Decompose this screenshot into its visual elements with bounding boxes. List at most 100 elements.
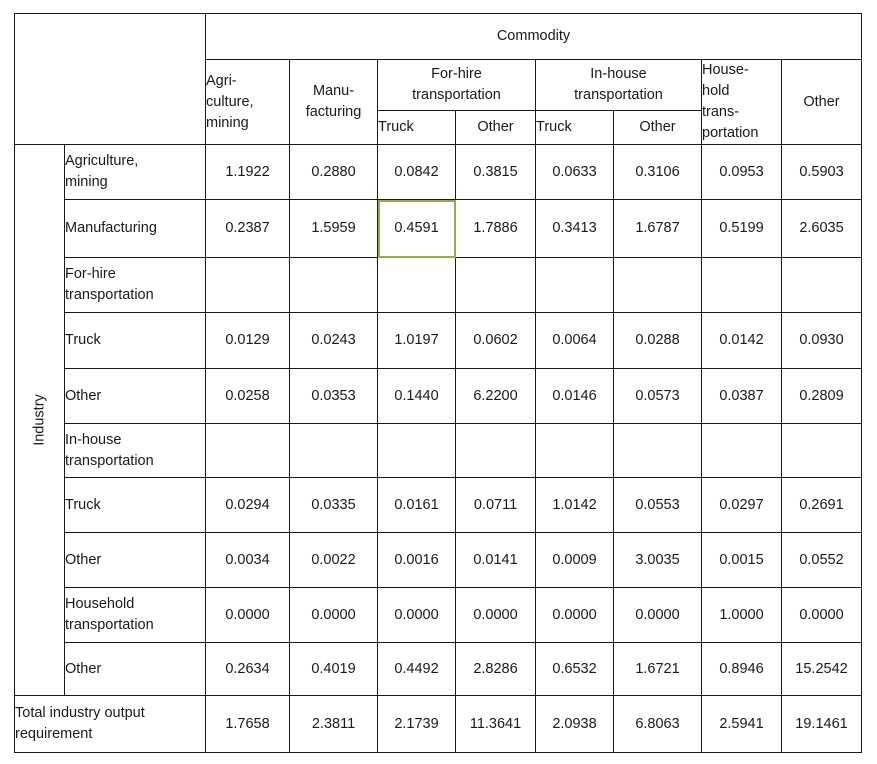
col-header-household: House- hold trans- portation [701,59,782,145]
table-cell: 0.0015 [701,532,782,588]
table-cell: 3.0035 [613,532,702,588]
table-cell: 0.0930 [781,312,862,369]
table-cell: 0.0022 [289,532,378,588]
table-cell: 0.0258 [205,368,290,424]
table-cell: 0.0553 [613,477,702,533]
row-label-household: Household transportation [64,587,206,643]
table-cell: 2.5941 [701,695,782,753]
row-label-inhouse-truck: Truck [64,477,206,533]
table-row: Truck 0.0129 0.0243 1.0197 0.0602 0.0064… [15,312,862,369]
table-cell: 0.3815 [455,144,536,200]
table-cell: 0.0000 [781,587,862,643]
empty-cell [377,423,456,478]
empty-cell [455,257,536,313]
table-cell: 0.0141 [455,532,536,588]
table-cell: 0.0000 [613,587,702,643]
sub-header-forhire-truck: Truck [377,109,456,146]
table-cell: 0.0129 [205,312,290,369]
table-cell: 0.1440 [377,368,456,424]
table-cell: 0.3413 [535,199,614,258]
table-cell: 0.4019 [289,642,378,696]
table-row: For-hire transportation [15,257,862,313]
empty-cell [289,423,378,478]
row-label-forhire-truck: Truck [64,312,206,369]
table-cell: 0.0243 [289,312,378,369]
table-cell: 0.0000 [535,587,614,643]
table-cell: 0.0353 [289,368,378,424]
table-cell: 0.0953 [701,144,782,200]
table-cell: 0.0711 [455,477,536,533]
row-label-forhire-other: Other [64,368,206,424]
table-cell: 2.3811 [289,695,378,753]
table-cell: 1.0197 [377,312,456,369]
table-cell: 0.0000 [205,587,290,643]
industry-commodity-matrix: Commodity Agri- culture, mining Manu- fa… [14,13,862,753]
table-cell: 1.7886 [455,199,536,258]
empty-cell [781,423,862,478]
col-header-inhouse: In-house transportation [535,59,702,111]
table-cell: 0.0000 [377,587,456,643]
table-cell: 0.0009 [535,532,614,588]
empty-cell [455,423,536,478]
row-label-inhouse-group: In-house transportation [64,423,206,478]
row-label-manu: Manufacturing [64,199,206,258]
table-cell: 0.0288 [613,312,702,369]
table-cell: 1.5959 [289,199,378,258]
empty-cell [205,423,290,478]
table-cell: 0.0633 [535,144,614,200]
table-cell: 0.0064 [535,312,614,369]
industry-header: Industry [14,144,65,696]
table-cell: 0.0387 [701,368,782,424]
table-cell: 15.2542 [781,642,862,696]
empty-cell [535,257,614,313]
row-label-total: Total industry output requirement [14,695,206,753]
row-label-other: Other [64,642,206,696]
col-header-other: Other [781,59,862,145]
table-row: Manufacturing 0.2387 1.5959 0.4591 1.788… [15,199,862,258]
table-cell: 0.8946 [701,642,782,696]
table-cell: 0.2880 [289,144,378,200]
table-cell: 0.0016 [377,532,456,588]
table-cell: 6.8063 [613,695,702,753]
empty-cell [289,257,378,313]
table-cell: 0.0034 [205,532,290,588]
table-cell: 1.0000 [701,587,782,643]
corner-cell [14,13,206,145]
sub-header-inhouse-truck: Truck [535,109,614,146]
sub-header-forhire-other: Other [455,109,536,146]
empty-cell [613,257,702,313]
table-cell: 0.0573 [613,368,702,424]
table-cell: 1.6721 [613,642,702,696]
table-cell: 1.7658 [205,695,290,753]
col-header-forhire: For-hire transportation [377,59,536,111]
table-row: Household transportation 0.0000 0.0000 0… [15,587,862,643]
empty-cell [701,257,782,313]
table-row: Total industry output requirement 1.7658… [14,695,862,753]
table-cell: 0.0552 [781,532,862,588]
table-cell: 0.0000 [289,587,378,643]
table-cell: 11.3641 [455,695,536,753]
table-cell: 2.8286 [455,642,536,696]
col-header-manu: Manu- facturing [289,59,378,145]
table-row: Other 0.0034 0.0022 0.0016 0.0141 0.0009… [15,532,862,588]
table-row: In-house transportation [15,423,862,478]
empty-cell [377,257,456,313]
table-cell: 1.0142 [535,477,614,533]
table-cell: 0.2634 [205,642,290,696]
table-cell: 2.1739 [377,695,456,753]
table-row: Industry Agriculture, mining 1.1922 0.28… [14,144,862,696]
empty-cell [781,257,862,313]
table-cell: 1.1922 [205,144,290,200]
table-row: Other 0.0258 0.0353 0.1440 6.2200 0.0146… [15,368,862,424]
row-label-agri: Agriculture, mining [64,144,206,200]
table-cell: 0.2691 [781,477,862,533]
table-cell: 0.0335 [289,477,378,533]
table-cell: 2.6035 [781,199,862,258]
col-header-agri: Agri- culture, mining [205,59,290,145]
table-cell: 0.0161 [377,477,456,533]
table-cell: 0.0146 [535,368,614,424]
empty-cell [701,423,782,478]
table-cell: 0.5199 [701,199,782,258]
row-label-forhire-group: For-hire transportation [64,257,206,313]
table-cell: 0.2809 [781,368,862,424]
